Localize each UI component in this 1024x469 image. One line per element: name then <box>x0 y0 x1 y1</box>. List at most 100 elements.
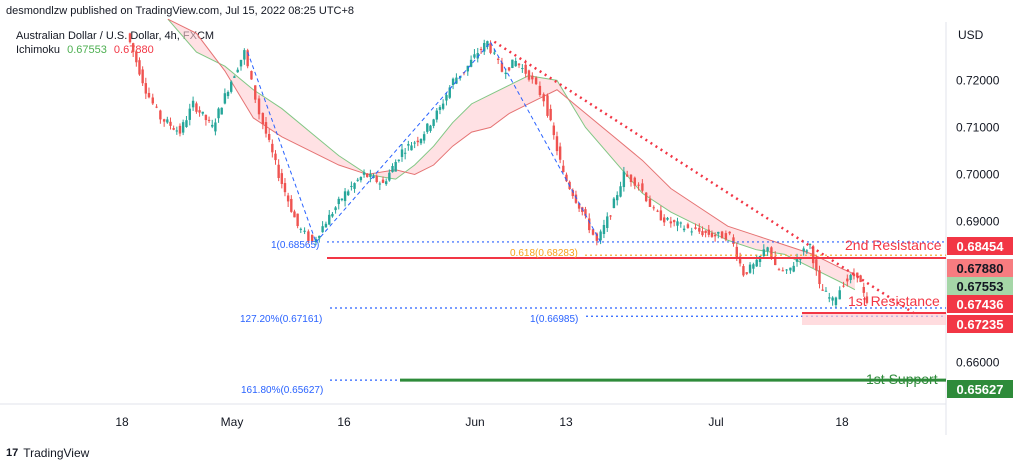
candle-body <box>422 134 426 141</box>
price-badge-label: 0.67553 <box>957 279 1004 294</box>
candle-body <box>622 171 626 188</box>
candle-body <box>766 247 769 252</box>
first-support-label: 1st Support <box>866 371 938 387</box>
candle-body <box>713 234 717 237</box>
price-badge-label: 0.67436 <box>957 297 1004 312</box>
candle-body <box>299 228 302 230</box>
candle-body <box>781 270 784 272</box>
candle-body <box>296 213 299 227</box>
candle-body <box>204 114 208 121</box>
currency-label: USD <box>958 28 984 42</box>
candle-body <box>565 174 568 182</box>
candle-body <box>372 176 375 178</box>
candle-body <box>267 134 271 140</box>
candle-body <box>549 108 552 121</box>
candle-body <box>166 119 169 123</box>
candle-body <box>445 95 448 101</box>
candle-body <box>353 183 356 189</box>
candle-body <box>710 232 714 237</box>
candle-body <box>303 230 306 232</box>
candle-body <box>517 63 521 66</box>
candle-body <box>659 210 663 221</box>
tradingview-logo[interactable]: 17 TradingView <box>6 446 89 460</box>
candle-body <box>629 174 633 183</box>
candle-body <box>239 59 243 67</box>
candle-body <box>175 130 179 132</box>
candle-body <box>792 265 795 272</box>
candle-body <box>852 273 856 277</box>
candle-body <box>542 94 545 102</box>
candle-body <box>584 209 587 216</box>
candle-body <box>416 140 420 143</box>
candle-body <box>558 146 562 160</box>
candle-body <box>233 76 236 78</box>
candle-body <box>483 43 486 52</box>
candle-body <box>758 256 762 263</box>
candle-body <box>686 224 690 228</box>
candle-body <box>254 85 257 100</box>
x-tick-label: 16 <box>337 415 351 429</box>
candle-body <box>606 216 609 228</box>
candle-body <box>789 267 792 271</box>
candle-body <box>504 72 507 75</box>
price-badge <box>947 237 1013 255</box>
candle-body <box>698 227 701 232</box>
candle-body <box>400 149 404 157</box>
ichimoku-span-a <box>167 18 856 291</box>
candle-body <box>381 179 385 183</box>
price-badge <box>947 380 1013 398</box>
candle-body <box>602 224 606 235</box>
candle-body <box>277 164 280 179</box>
y-tick-label: 0.66000 <box>956 356 1000 370</box>
candle-body <box>257 98 261 115</box>
candle-body <box>496 58 500 60</box>
candle-body <box>591 229 595 235</box>
candle-body <box>531 75 534 80</box>
y-tick-label: 0.72000 <box>956 73 1000 87</box>
candle-body <box>410 145 413 151</box>
candle-body <box>220 107 223 115</box>
y-tick-label: 0.70000 <box>956 167 1000 181</box>
candle-body <box>795 259 799 262</box>
ichimoku-label: Ichimoku <box>16 44 61 56</box>
candle-body <box>207 119 211 121</box>
fib-label: 1(0.66985) <box>530 314 578 325</box>
candle-body <box>811 246 815 264</box>
candle-body <box>486 41 489 47</box>
resistance-1-zone <box>802 313 946 325</box>
price-badge <box>947 315 1013 333</box>
fib-label: 127.20%(0.67161) <box>240 314 322 325</box>
candle-body <box>391 166 394 173</box>
candle-body <box>838 290 841 300</box>
candle-body <box>762 249 766 257</box>
candle-body <box>641 183 644 191</box>
candle-body <box>616 195 619 201</box>
candle-body <box>694 227 697 229</box>
candle-body <box>429 125 432 131</box>
candle-body <box>356 179 359 181</box>
candle-body <box>337 198 340 205</box>
candle-body <box>394 161 397 172</box>
candle-body <box>135 51 138 63</box>
candle-body <box>666 217 669 220</box>
candle-body <box>141 69 144 84</box>
candle-body <box>842 285 845 287</box>
price-badge-label: 0.68454 <box>957 239 1005 254</box>
second-resistance-label: 2nd Resistance <box>845 237 942 253</box>
candle-body <box>217 108 220 119</box>
candle-body <box>293 211 296 218</box>
candle-body <box>732 237 735 244</box>
price-badge-label: 0.65627 <box>957 382 1004 397</box>
candle-body <box>211 124 214 127</box>
candle-body <box>128 33 132 43</box>
candle-body <box>169 121 172 126</box>
candle-body <box>690 231 693 233</box>
candle-body <box>656 210 659 212</box>
candle-body <box>448 87 451 98</box>
candle-body <box>770 247 773 259</box>
y-tick-label: 0.71000 <box>956 120 1000 134</box>
candle-body <box>595 233 599 241</box>
candle-body <box>432 119 435 126</box>
candle-body <box>859 275 862 283</box>
